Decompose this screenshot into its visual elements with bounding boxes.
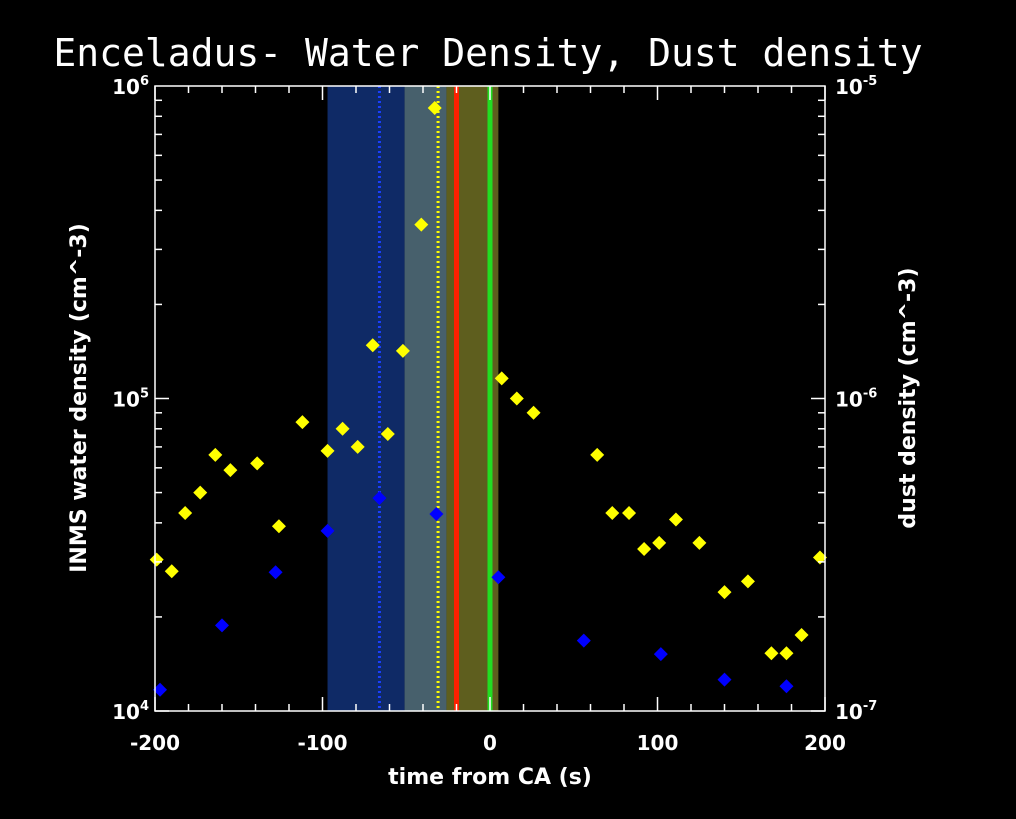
data-point-s0-18 bbox=[509, 391, 524, 406]
data-point-s0-30 bbox=[779, 646, 794, 661]
data-point-s0-23 bbox=[637, 541, 652, 556]
tick-labels-layer: -200 -100 0 100 200 104 105 106 10-7 10-6 10-5 bbox=[112, 74, 877, 755]
data-point-s1-3 bbox=[320, 523, 335, 538]
shaded-band-1 bbox=[404, 86, 447, 711]
points-layer bbox=[149, 101, 827, 697]
data-point-s0-24 bbox=[652, 535, 667, 550]
data-point-s0-28 bbox=[740, 574, 755, 589]
data-point-s1-1 bbox=[215, 618, 229, 633]
y-axis-left-label: INMS water density (cm^-3) bbox=[67, 223, 92, 573]
bands-layer bbox=[327, 86, 499, 711]
x-axis-label: time from CA (s) bbox=[388, 765, 592, 790]
data-point-s1-4 bbox=[372, 491, 387, 506]
y-tick-label-left-2: 106 bbox=[112, 74, 149, 99]
y-tick-label-right-1: 10-6 bbox=[835, 387, 877, 412]
data-point-s0-6 bbox=[250, 456, 265, 471]
data-point-s0-19 bbox=[526, 405, 541, 420]
data-point-s0-8 bbox=[295, 415, 310, 430]
data-point-s1-10 bbox=[779, 679, 794, 694]
x-tick-label-0: -200 bbox=[130, 731, 180, 755]
data-point-s0-21 bbox=[605, 506, 620, 521]
data-point-s0-9 bbox=[320, 443, 335, 458]
data-point-s0-1 bbox=[164, 564, 179, 579]
data-point-s0-10 bbox=[335, 421, 350, 436]
data-point-s0-22 bbox=[622, 506, 637, 521]
x-tick-label-2: 0 bbox=[483, 731, 497, 755]
data-point-s0-32 bbox=[812, 550, 827, 565]
data-point-s0-25 bbox=[668, 512, 683, 527]
data-point-s0-26 bbox=[692, 535, 707, 550]
chart-title: Enceladus- Water Density, Dust density bbox=[53, 31, 922, 75]
y-tick-label-right-0: 10-7 bbox=[835, 699, 877, 724]
data-point-s0-4 bbox=[208, 447, 223, 462]
y-tick-label-left-1: 105 bbox=[112, 387, 149, 412]
data-point-s0-29 bbox=[764, 646, 779, 661]
data-point-s1-7 bbox=[576, 633, 591, 648]
data-point-s0-12 bbox=[365, 338, 380, 353]
shaded-band-0 bbox=[327, 86, 405, 711]
data-point-s0-14 bbox=[395, 343, 410, 358]
ticks-layer bbox=[154, 86, 826, 712]
data-point-s0-20 bbox=[590, 447, 605, 462]
data-point-s0-0 bbox=[149, 552, 164, 567]
x-tick-label-4: 200 bbox=[804, 731, 846, 755]
x-tick-label-3: 100 bbox=[637, 731, 679, 755]
data-point-s0-17 bbox=[494, 371, 509, 386]
data-point-s0-11 bbox=[350, 439, 365, 454]
y-tick-label-left-0: 104 bbox=[112, 699, 149, 724]
y-axis-right-label: dust density (cm^-3) bbox=[896, 267, 921, 528]
data-point-s1-9 bbox=[717, 672, 732, 687]
data-point-s1-8 bbox=[653, 647, 668, 662]
data-point-s0-2 bbox=[178, 506, 193, 521]
data-point-s0-13 bbox=[380, 426, 395, 441]
data-point-s1-6 bbox=[491, 570, 506, 585]
data-point-s0-5 bbox=[223, 463, 238, 478]
x-tick-label-1: -100 bbox=[297, 731, 347, 755]
data-point-s0-31 bbox=[794, 628, 809, 643]
data-point-s0-15 bbox=[414, 217, 429, 232]
data-point-s0-27 bbox=[717, 585, 732, 600]
y-tick-label-right-2: 10-5 bbox=[835, 74, 877, 99]
data-point-s0-16 bbox=[427, 101, 442, 116]
data-point-s0-7 bbox=[271, 519, 286, 534]
data-point-s1-5 bbox=[429, 506, 444, 521]
data-point-s1-2 bbox=[268, 565, 283, 580]
vlines-layer bbox=[377, 86, 493, 711]
data-point-s0-3 bbox=[193, 485, 208, 500]
data-point-s1-0 bbox=[153, 682, 168, 697]
